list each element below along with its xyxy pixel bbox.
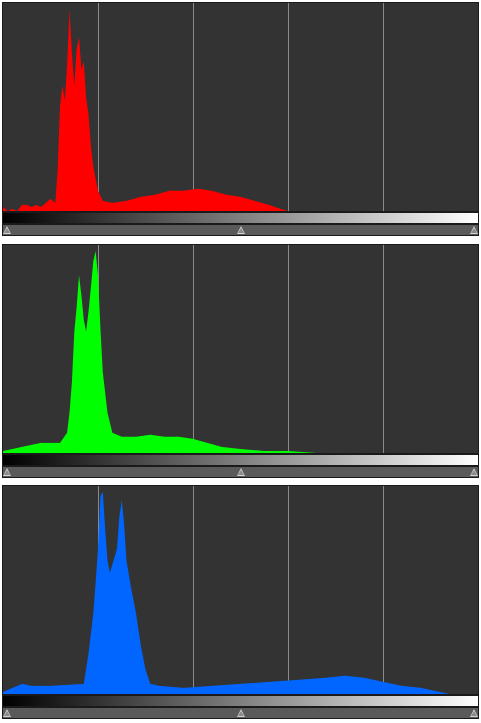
red-histogram-plot xyxy=(2,2,479,212)
green-histogram-plot xyxy=(2,244,479,454)
red-white-point-handle[interactable] xyxy=(470,226,478,234)
red-midtone-handle[interactable] xyxy=(236,226,245,234)
blue-input-gradient xyxy=(2,695,479,707)
blue-histogram-svg xyxy=(3,486,478,694)
green-histogram-area xyxy=(3,251,478,453)
red-histogram-svg xyxy=(3,3,478,211)
red-levels-slider[interactable] xyxy=(2,224,479,236)
green-input-gradient xyxy=(2,454,479,466)
green-histogram-svg xyxy=(3,245,478,453)
blue-black-point-handle[interactable] xyxy=(3,709,11,717)
blue-levels-slider[interactable] xyxy=(2,707,479,719)
green-levels-slider[interactable] xyxy=(2,466,479,478)
red-channel-panel xyxy=(0,0,481,240)
green-black-point-handle[interactable] xyxy=(3,468,11,476)
green-white-point-handle[interactable] xyxy=(470,468,478,476)
blue-channel-panel xyxy=(0,483,481,723)
green-midtone-handle[interactable] xyxy=(236,468,245,476)
blue-white-point-handle[interactable] xyxy=(470,709,478,717)
green-channel-panel xyxy=(0,242,481,482)
red-histogram-area xyxy=(3,9,478,211)
blue-histogram-plot xyxy=(2,485,479,695)
red-black-point-handle[interactable] xyxy=(3,226,11,234)
blue-midtone-handle[interactable] xyxy=(236,709,245,717)
blue-histogram-area xyxy=(3,492,478,694)
red-input-gradient xyxy=(2,212,479,224)
